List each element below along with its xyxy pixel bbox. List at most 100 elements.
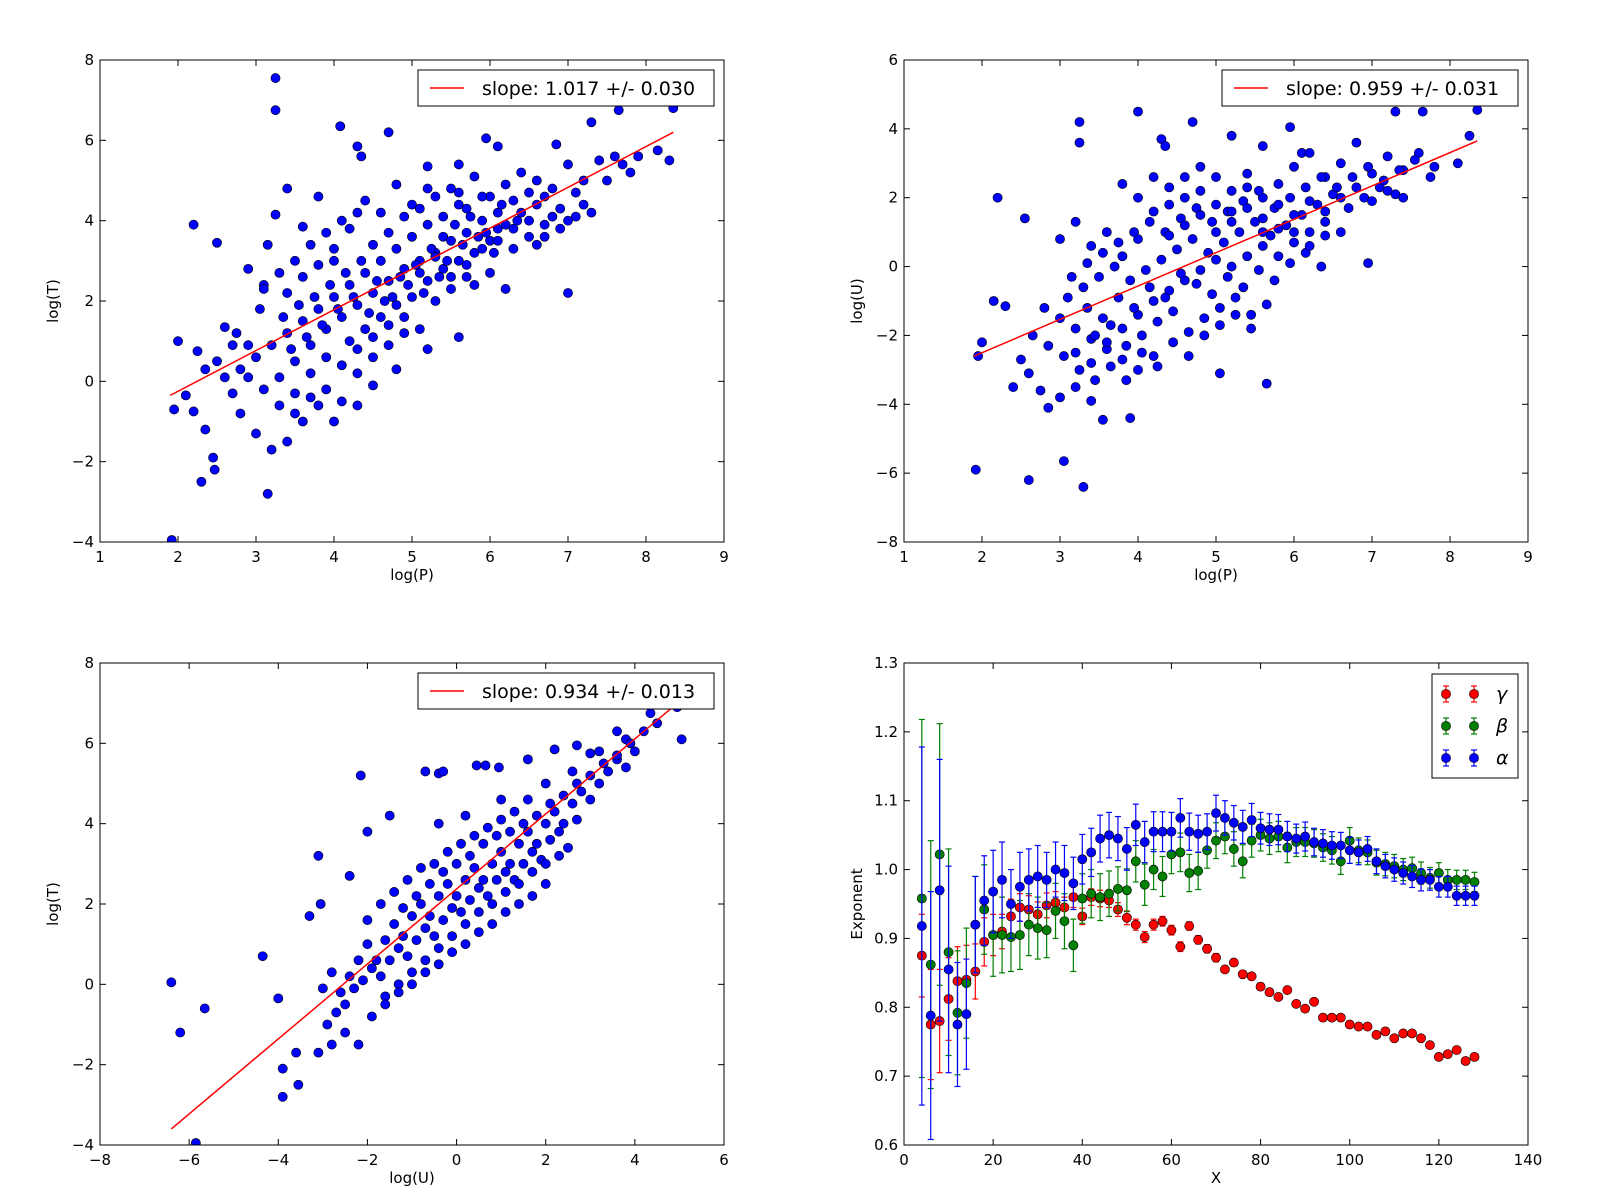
data-point: [433, 943, 444, 954]
data-point: [1344, 1019, 1355, 1030]
data-point: [326, 967, 337, 978]
data-point: [258, 384, 269, 395]
data-point: [375, 207, 386, 218]
data-point: [243, 263, 254, 274]
data-point: [612, 726, 622, 737]
data-point: [1285, 122, 1295, 133]
data-point: [407, 199, 417, 210]
data-point: [480, 760, 491, 771]
data-point: [586, 117, 597, 128]
data-point: [1211, 172, 1221, 182]
data-point: [1133, 364, 1143, 375]
data-point: [477, 215, 488, 226]
data-point: [1050, 905, 1061, 916]
data-point: [916, 921, 927, 931]
data-point: [1023, 875, 1034, 885]
data-point: [331, 1007, 342, 1018]
data-point: [414, 324, 425, 335]
data-point: [453, 159, 464, 170]
data-point: [399, 328, 410, 339]
data-point: [453, 199, 464, 210]
data-point: [1309, 996, 1319, 1007]
data-point: [322, 1019, 333, 1030]
data-point: [1382, 151, 1393, 162]
data-point: [1117, 323, 1128, 334]
data-point: [1148, 172, 1159, 182]
data-point: [460, 939, 471, 950]
y-axis-label: log(T): [44, 279, 62, 323]
y-axis-label: log(T): [44, 882, 62, 926]
x-tick-label: 4: [1133, 548, 1143, 566]
data-point: [438, 766, 449, 777]
data-point: [1059, 351, 1069, 361]
data-point: [487, 899, 498, 909]
fit-line: [973, 140, 1478, 357]
data-point: [1077, 893, 1088, 904]
panel-bottom-right: 0 20 40 60 80 100 120 140 0.6 0.7 0.8 0.9 1.0 1.1 1.2 1…: [848, 654, 1542, 1187]
data-point: [270, 105, 281, 116]
data-point: [482, 822, 493, 833]
data-point: [1193, 866, 1204, 876]
data-point: [175, 1027, 186, 1038]
data-point: [524, 215, 534, 226]
data-point: [586, 207, 597, 218]
data-point: [416, 899, 426, 909]
data-point: [1148, 206, 1159, 217]
y-tick-label: 0.9: [874, 929, 898, 947]
data-point: [1371, 1029, 1382, 1040]
data-point: [961, 1009, 972, 1020]
data-point: [438, 915, 449, 925]
data-point: [1191, 278, 1202, 289]
data-point: [1121, 885, 1132, 896]
data-point: [1291, 833, 1302, 844]
data-point: [420, 766, 431, 777]
data-point: [420, 955, 431, 966]
data-point: [277, 1063, 288, 1074]
data-point: [531, 838, 542, 849]
data-point: [1098, 414, 1108, 425]
data-point: [375, 312, 386, 322]
data-point: [1326, 840, 1337, 851]
data-point: [278, 312, 289, 322]
data-point: [1316, 261, 1327, 272]
data-point: [1318, 1012, 1328, 1023]
data-point: [531, 810, 542, 821]
data-point: [522, 826, 533, 837]
legend-marker: [1441, 721, 1451, 731]
data-point: [500, 179, 511, 190]
data-point: [1234, 227, 1245, 238]
data-point: [554, 826, 564, 837]
data-point: [1425, 172, 1436, 182]
data-point: [477, 191, 488, 202]
data-point: [473, 883, 484, 893]
data-point: [360, 195, 371, 206]
data-point: [290, 408, 300, 419]
data-point: [1148, 296, 1159, 306]
data-point: [313, 850, 324, 861]
y-tick-label: 0: [888, 258, 898, 276]
x-tick-label: 120: [1425, 1151, 1454, 1169]
data-point: [317, 320, 328, 330]
data-point: [391, 300, 402, 310]
data-point: [469, 171, 480, 182]
data-point: [362, 915, 373, 925]
scatter-points: [970, 105, 1483, 492]
data-point: [1257, 213, 1268, 224]
data-point: [305, 368, 316, 379]
data-point: [594, 746, 605, 757]
legend-box: [417, 69, 715, 107]
data-point: [1032, 871, 1043, 882]
x-tick-label: 100: [1335, 1151, 1364, 1169]
data-point: [540, 879, 551, 889]
data-point: [1304, 196, 1315, 207]
fit-line: [169, 131, 674, 397]
data-point: [1113, 833, 1123, 844]
data-point: [549, 744, 560, 755]
data-point: [1055, 392, 1065, 403]
panel-bottom-left: −8 −6 −4 −2 0 2 4 6 −4 −2 0 2 4 6 8 log(U) log(T) slope: …: [44, 654, 729, 1187]
data-point: [1125, 413, 1136, 423]
data-point: [496, 199, 507, 210]
data-point: [1160, 141, 1171, 151]
x-tick-label: 80: [1251, 1151, 1270, 1169]
data-point: [970, 919, 981, 930]
